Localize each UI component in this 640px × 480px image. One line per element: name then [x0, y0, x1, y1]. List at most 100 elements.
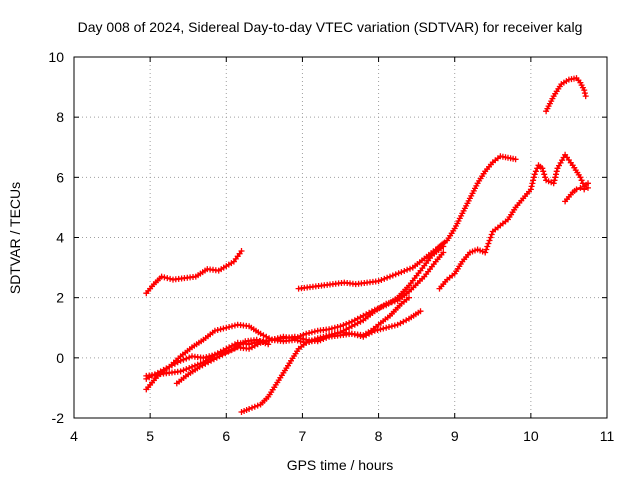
data-point [164, 275, 171, 282]
data-point [398, 269, 405, 276]
x-tick-label: 5 [146, 428, 154, 444]
data-point [581, 90, 588, 97]
data-point [269, 336, 275, 343]
data-point [531, 171, 538, 178]
data-point [303, 330, 310, 337]
data-point [553, 168, 560, 175]
data-point [579, 180, 586, 187]
series-layer [143, 75, 591, 415]
data-point [484, 243, 491, 250]
data-point [317, 334, 324, 341]
data-point [306, 338, 313, 345]
data-point [259, 339, 266, 345]
data-point [389, 272, 396, 279]
data-point [214, 327, 221, 333]
data-point [180, 356, 187, 363]
data-point [346, 319, 353, 326]
data-point [539, 165, 546, 172]
data-point [183, 366, 190, 373]
data-point [308, 329, 315, 336]
series-line [438, 153, 590, 290]
data-point [577, 184, 584, 191]
data-point [483, 246, 490, 253]
data-point [550, 180, 557, 187]
data-point [158, 273, 165, 280]
data-point [277, 334, 284, 341]
data-point [417, 308, 424, 315]
data-point [529, 180, 536, 187]
data-point [407, 265, 413, 272]
data-point [256, 337, 263, 344]
data-point [249, 404, 255, 411]
data-point [326, 326, 333, 333]
data-point [265, 341, 272, 348]
data-point [383, 324, 390, 331]
data-point [528, 183, 535, 190]
data-point [229, 323, 235, 330]
data-point [314, 335, 321, 342]
y-tick-label: -2 [52, 410, 65, 426]
data-point [440, 249, 447, 256]
series-arc-6 [238, 294, 412, 415]
y-axis-label: SDTVAR / TECUs [7, 182, 23, 294]
data-point [582, 93, 589, 100]
data-point [294, 334, 301, 341]
data-point [512, 156, 519, 163]
data-point [581, 87, 588, 94]
data-point [303, 339, 310, 346]
data-point [211, 327, 218, 334]
data-point [300, 331, 307, 338]
data-point [391, 322, 398, 329]
x-tick-label: 7 [299, 428, 307, 444]
grid-layer [74, 57, 607, 418]
data-point [552, 174, 559, 181]
data-point [167, 275, 174, 282]
data-point [585, 184, 591, 191]
data-point [308, 337, 315, 344]
data-point [534, 165, 541, 172]
y-tick-label: 4 [56, 230, 64, 246]
series-arc-7 [295, 240, 447, 292]
y-tick-label: 10 [48, 49, 64, 65]
data-point [486, 237, 493, 244]
data-point [223, 324, 230, 331]
data-point [177, 368, 184, 375]
data-point [200, 354, 207, 361]
data-point [573, 186, 580, 193]
data-point [530, 177, 537, 184]
data-point [262, 340, 269, 347]
data-point [381, 275, 388, 282]
data-point [186, 365, 193, 371]
series-line [240, 296, 411, 414]
data-point [384, 274, 391, 281]
y-tick-label: 0 [56, 350, 64, 366]
data-point [377, 326, 384, 333]
series-arc-11 [562, 184, 591, 205]
data-point [577, 174, 584, 181]
data-point [578, 177, 585, 184]
data-point [297, 333, 304, 339]
data-point [253, 336, 260, 343]
x-tick-label: 9 [451, 428, 459, 444]
data-point [323, 333, 330, 339]
y-tick-label: 6 [56, 169, 64, 185]
data-point [328, 331, 335, 338]
data-point [161, 274, 168, 281]
x-axis-label: GPS time / hours [287, 457, 394, 473]
data-point [377, 304, 384, 311]
data-point [380, 303, 387, 310]
data-point [189, 363, 195, 370]
data-point [401, 268, 408, 274]
data-point [266, 337, 273, 344]
data-point [388, 323, 395, 330]
data-point [291, 335, 298, 342]
data-point [180, 367, 187, 374]
data-point [485, 240, 492, 247]
data-point [387, 273, 393, 280]
data-point [326, 332, 333, 339]
data-point [337, 323, 344, 330]
data-point [320, 333, 327, 340]
data-point [177, 357, 184, 364]
data-point [226, 324, 233, 330]
